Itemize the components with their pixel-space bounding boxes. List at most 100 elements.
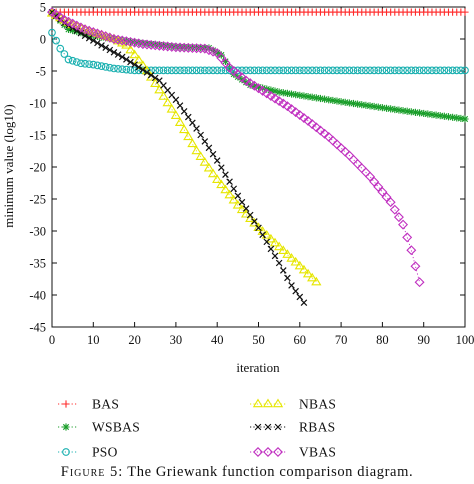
legend-entry-wsbas: WSBAS <box>58 420 140 435</box>
data-point <box>230 185 238 193</box>
data-point <box>457 114 465 123</box>
data-point <box>234 192 242 200</box>
data-point <box>201 138 209 145</box>
data-point <box>271 87 279 95</box>
data-point <box>155 66 164 75</box>
data-point <box>166 41 177 52</box>
data-point <box>48 28 56 37</box>
legend-marker <box>254 423 262 431</box>
data-point <box>228 66 239 76</box>
x-tick-label: 80 <box>376 333 389 347</box>
data-point <box>220 184 231 194</box>
data-point <box>253 222 264 231</box>
data-point <box>123 56 130 63</box>
data-point <box>382 104 391 112</box>
data-point <box>188 66 197 75</box>
data-point <box>89 60 98 69</box>
data-point <box>98 42 105 49</box>
data-point <box>184 66 193 75</box>
data-point <box>444 113 453 121</box>
data-point <box>163 66 172 75</box>
data-point <box>411 108 420 116</box>
legend-marker <box>253 447 263 457</box>
data-point <box>307 272 318 282</box>
data-point <box>126 66 135 74</box>
data-point <box>337 66 345 75</box>
figure-caption-label: Figure 5: <box>60 464 124 480</box>
legend-label: PSO <box>92 445 118 460</box>
x-tick-label: 0 <box>49 333 55 347</box>
data-point <box>354 100 362 108</box>
y-tick-label: 0 <box>40 33 46 47</box>
data-point <box>254 66 263 75</box>
data-point <box>440 66 449 75</box>
data-point <box>275 259 283 267</box>
data-point <box>199 157 210 166</box>
data-point <box>170 110 182 119</box>
data-point <box>287 66 296 75</box>
data-point <box>187 138 198 148</box>
data-point <box>191 145 202 155</box>
legend-marker <box>263 447 273 457</box>
data-point <box>406 245 417 256</box>
data-point <box>320 95 329 103</box>
data-point <box>449 113 457 121</box>
data-point <box>241 75 252 86</box>
data-point <box>390 66 399 75</box>
data-point <box>245 78 256 89</box>
data-point <box>320 66 329 75</box>
data-point <box>358 101 366 109</box>
data-point <box>110 64 118 73</box>
data-point <box>267 86 275 94</box>
data-point <box>294 110 305 121</box>
data-point <box>150 40 161 51</box>
data-point <box>154 84 165 94</box>
data-point <box>291 66 300 75</box>
data-point <box>176 102 184 109</box>
data-point <box>300 299 308 306</box>
data-point <box>298 112 309 123</box>
data-point <box>333 66 341 75</box>
data-point <box>304 93 312 101</box>
data-point <box>225 64 234 72</box>
data-point <box>249 80 260 91</box>
data-point <box>228 194 239 204</box>
data-point <box>312 94 320 102</box>
data-point <box>261 88 272 99</box>
data-point <box>423 66 432 75</box>
data-point <box>307 119 318 130</box>
data-point <box>265 90 276 101</box>
y-tick-label: -20 <box>29 161 46 175</box>
data-point <box>290 256 301 266</box>
data-point <box>294 260 305 270</box>
data-point <box>203 162 215 172</box>
data-point <box>399 66 407 75</box>
data-point <box>316 94 325 103</box>
data-point <box>131 61 138 68</box>
series-vbas <box>47 7 425 288</box>
data-point <box>282 249 293 258</box>
data-point <box>407 108 415 116</box>
data-point <box>167 66 176 75</box>
data-point <box>232 69 243 80</box>
data-point <box>461 8 469 16</box>
data-point <box>261 230 272 239</box>
data-point <box>205 66 213 75</box>
data-point <box>279 66 288 75</box>
data-point <box>341 66 350 75</box>
data-point <box>284 274 291 282</box>
data-point <box>345 99 353 107</box>
data-point <box>265 233 277 243</box>
data-point <box>259 231 266 239</box>
legend-label: NBAS <box>299 397 336 412</box>
data-point <box>403 107 411 115</box>
data-point <box>292 287 299 295</box>
data-point <box>158 91 169 100</box>
data-point <box>224 62 235 73</box>
data-point <box>52 36 60 45</box>
data-point <box>312 66 321 75</box>
data-point <box>414 277 425 288</box>
data-point <box>370 66 378 75</box>
data-point <box>349 99 358 108</box>
data-point <box>420 109 428 118</box>
